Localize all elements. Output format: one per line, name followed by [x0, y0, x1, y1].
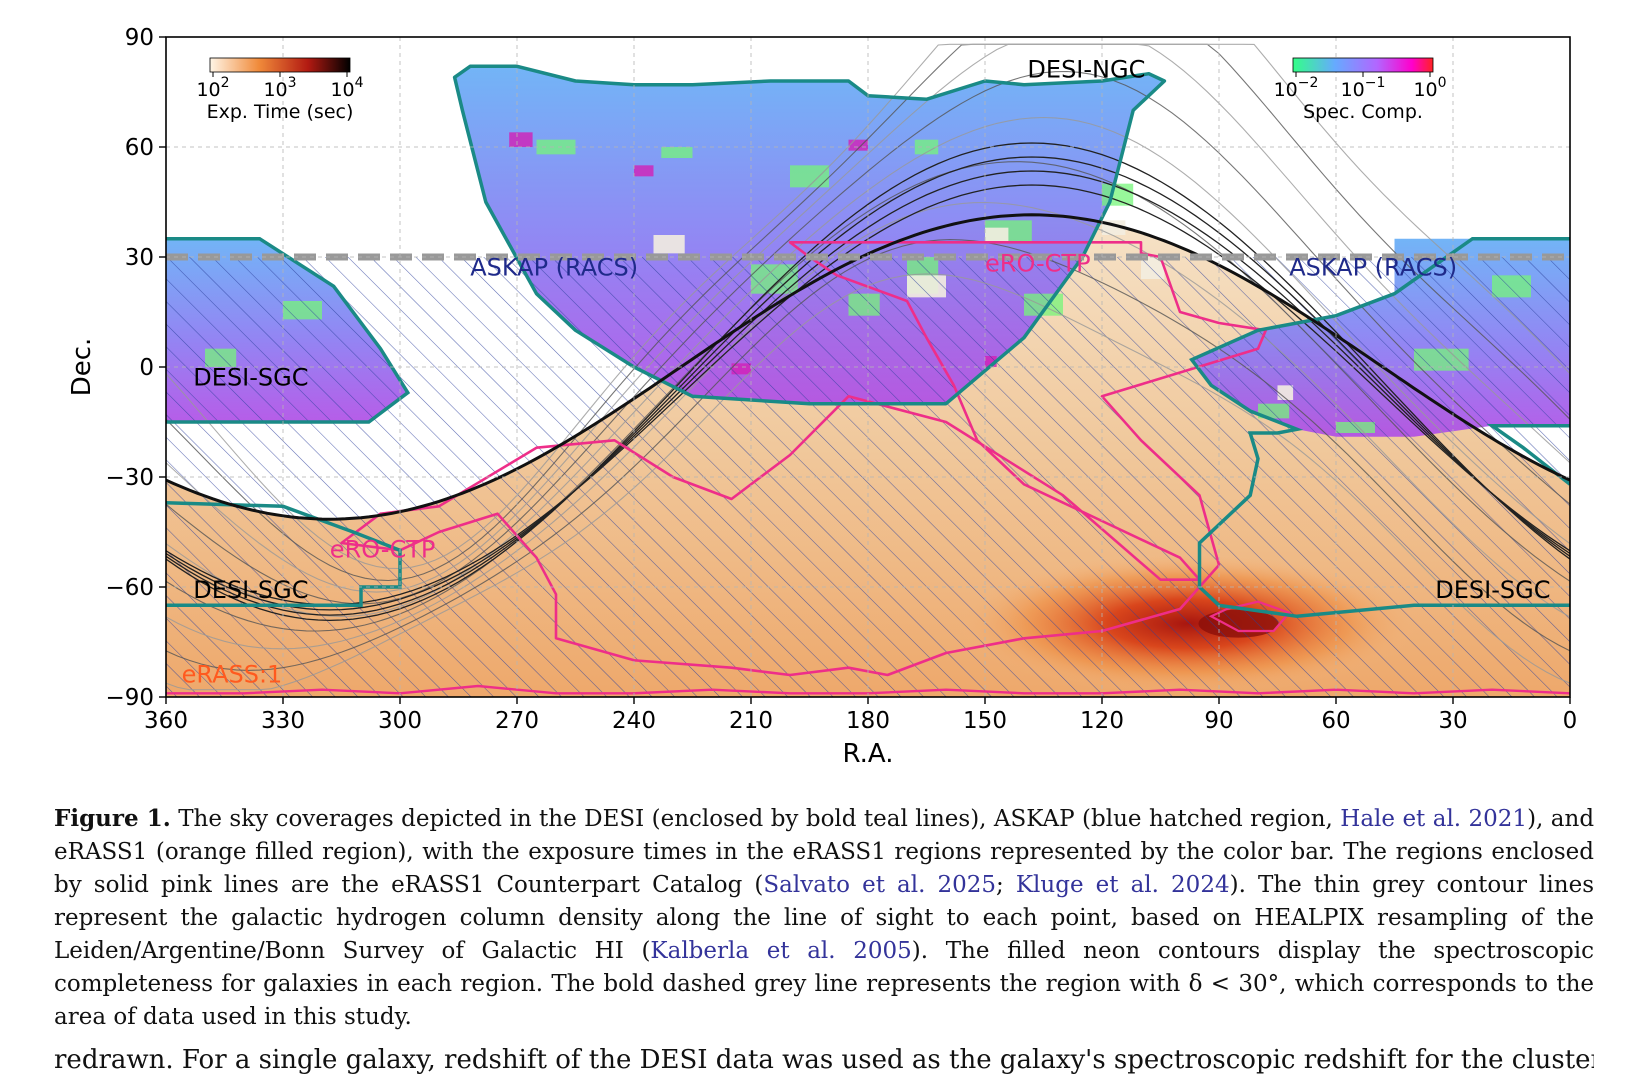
colorbar-exposure-tick-exponent-0: 2 — [221, 75, 230, 91]
caption-text-1: The sky coverages depicted in the DESI (… — [178, 806, 1333, 832]
y-tick-label-2: 30 — [125, 245, 154, 271]
x-tick-label-4: 240 — [612, 708, 656, 734]
y-axis-label: Dec. — [67, 338, 97, 397]
label-desi-sgc-north: DESI-SGC — [193, 363, 308, 391]
x-tick-label-5: 210 — [729, 708, 773, 734]
label-desi-sgc-southwest: DESI-SGC — [193, 576, 308, 604]
grid-lines — [166, 37, 1570, 697]
label-askap-left: ASKAP (RACS) — [470, 253, 638, 281]
hi-contour-2 — [166, 239, 1570, 671]
x-tick-label-9: 90 — [1204, 708, 1233, 734]
sky-coverage-figure: 360 330 300 270 240 210 180 150 120 90 60 30 0906030… — [67, 25, 1578, 769]
completeness-patch-green-3 — [790, 165, 829, 188]
label-askap-right: ASKAP (RACS) — [1289, 253, 1457, 281]
y-tick-label-1: 60 — [125, 135, 154, 161]
colorbar-completeness-tick-exponent-0: −2 — [1298, 75, 1319, 91]
citation-kalberla[interactable]: Kalberla et al. 2005 — [650, 938, 912, 964]
desi-ngc-boundary — [452, 64, 1167, 406]
completeness-gap-1 — [653, 235, 685, 254]
completeness-gap-3 — [985, 227, 1009, 243]
citation-hale[interactable]: Hale et al. 2021 — [1340, 806, 1528, 832]
label-desi-sgc-east: DESI-SGC — [1435, 576, 1550, 604]
caption-text-3: ; — [996, 872, 1016, 898]
caption-text-4: ). The thin grey contour lines represent… — [54, 872, 1595, 964]
x-axis-label: R.A. — [843, 739, 894, 769]
colorbar-completeness-label: Spec. Comp. — [1303, 101, 1423, 123]
caption-text-2: ), and eRASS1 (orange filled region), wi… — [54, 806, 1595, 898]
label-ero-ctp-left: eRO-CTP — [330, 536, 436, 564]
next-paragraph-text: redrawn. For a single galaxy, redshift o… — [54, 1045, 1594, 1075]
y-tick-label-4: −30 — [105, 465, 154, 491]
caption-label: Figure 1. — [54, 805, 171, 832]
figure-caption: Figure 1. The sky coverages depicted in … — [54, 802, 1594, 1034]
ero-ctp-boundary — [340, 241, 1268, 677]
hi-contour-3 — [166, 201, 1570, 650]
x-tick-label-7: 150 — [963, 708, 1007, 734]
label-desi-ngc: DESI-NGC — [1027, 55, 1145, 83]
x-tick-label-10: 60 — [1321, 708, 1350, 734]
colorbar-exposure-label: Exp. Time (sec) — [207, 101, 354, 123]
y-tick-label-5: −60 — [105, 575, 154, 601]
desi-sgc-north-boundary — [166, 236, 411, 424]
citation-kluge[interactable]: Kluge et al. 2024 — [1015, 872, 1230, 898]
completeness-patch-magenta-3 — [848, 139, 868, 151]
x-tick-label-3: 270 — [495, 708, 539, 734]
x-tick-label-11: 30 — [1438, 708, 1467, 734]
x-tick-label-12: 0 — [1563, 708, 1578, 734]
colorbar-exposure-bar — [209, 57, 351, 73]
colorbar-exposure-tick-exponent-2: 4 — [355, 75, 364, 91]
y-tick-label-6: −90 — [105, 685, 154, 711]
desi-sgc-east-notch — [1486, 423, 1570, 486]
colorbar-completeness-bar — [1292, 57, 1434, 73]
citation-salvato[interactable]: Salvato et al. 2025 — [763, 872, 997, 898]
x-tick-label-8: 120 — [1080, 708, 1124, 734]
colorbar-exposure-tick-exponent-1: 3 — [288, 75, 297, 91]
label-ero-ctp-top: eRO-CTP — [985, 250, 1091, 278]
colorbar-completeness-tick-exponent-1: −1 — [1365, 75, 1386, 91]
colorbar-completeness-tick-exponent-2: 0 — [1438, 75, 1447, 91]
x-tick-label-2: 300 — [378, 708, 422, 734]
completeness-patch-magenta-1 — [509, 132, 533, 148]
ero-ctp-island — [1208, 600, 1292, 633]
y-tick-label-0: 90 — [125, 25, 154, 51]
completeness-patch-green-2 — [661, 147, 693, 159]
x-tick-label-6: 180 — [846, 708, 890, 734]
completeness-patch-green-1 — [536, 139, 576, 155]
y-tick-label-3: 0 — [139, 355, 154, 381]
colorbar-completeness-tick-label-1: 10−1 — [1341, 75, 1386, 101]
label-erass1: eRASS:1 — [182, 660, 283, 688]
completeness-patch-magenta-2 — [634, 165, 654, 177]
x-tick-label-1: 330 — [261, 708, 305, 734]
caption-text-5: ). The filled neon contours display the … — [54, 938, 1594, 1030]
x-tick-label-0: 360 — [144, 708, 188, 734]
